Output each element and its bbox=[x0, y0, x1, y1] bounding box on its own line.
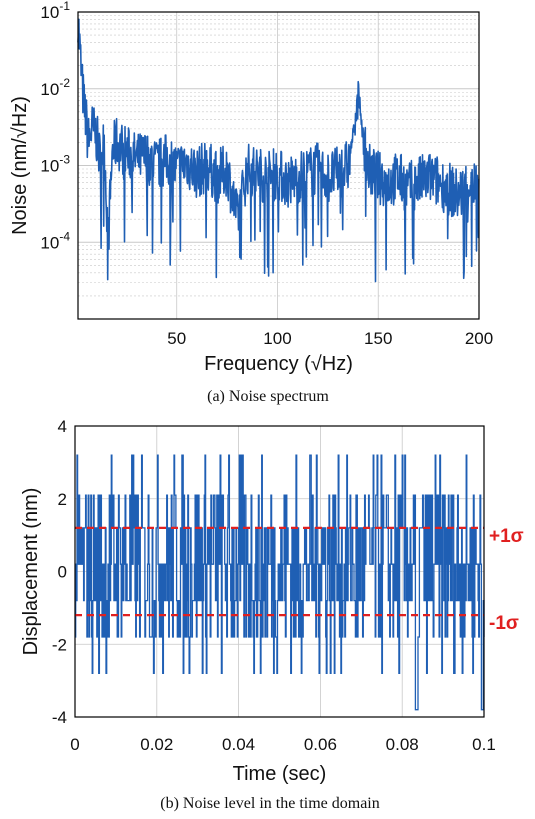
noise-spectrum-line bbox=[77, 18, 480, 283]
y-tick-label: 2 bbox=[58, 490, 67, 509]
x-tick-label: 50 bbox=[167, 329, 186, 348]
plot-frame bbox=[77, 11, 480, 320]
tick-labels: 50 100 150 200 10-1 10-2 10-3 10-4 bbox=[40, 0, 493, 348]
y-tick-label: 4 bbox=[58, 417, 67, 436]
displacement-line bbox=[75, 454, 485, 711]
sigma-label: -1σ bbox=[489, 613, 519, 634]
x-tick-label: 100 bbox=[263, 329, 291, 348]
x-tick-label: 0.08 bbox=[386, 735, 419, 754]
caption: (a) Noise spectrum bbox=[207, 388, 329, 405]
sigma-lines: +1σ -1σ bbox=[75, 526, 524, 634]
y-tick-label: 10-4 bbox=[40, 229, 70, 252]
x-tick-label: 0.04 bbox=[222, 735, 255, 754]
x-tick-label: 0 bbox=[70, 735, 79, 754]
x-axis-label: Frequency (√Hz) bbox=[204, 353, 353, 375]
x-tick-label: 150 bbox=[364, 329, 392, 348]
y-tick-label: 10-2 bbox=[40, 76, 70, 99]
caption: (b) Noise level in the time domain bbox=[160, 795, 380, 812]
y-axis-label: Noise (nm/√Hz) bbox=[9, 96, 31, 235]
y-tick-label: -2 bbox=[52, 635, 67, 654]
time-domain-chart: +1σ -1σ 0 0.02 0.04 0.06 0.08 0.1 4 2 0 -2 -4 Time … bbox=[20, 417, 524, 812]
plot-frame bbox=[74, 425, 485, 718]
x-tick-label: 200 bbox=[465, 329, 493, 348]
x-tick-label: 0.02 bbox=[140, 735, 173, 754]
y-tick-label: 10-3 bbox=[40, 153, 70, 176]
y-tick-label: 0 bbox=[58, 563, 67, 582]
x-axis-label: Time (sec) bbox=[233, 763, 327, 785]
y-axis-label: Displacement (nm) bbox=[20, 488, 42, 656]
x-tick-label: 0.1 bbox=[472, 735, 496, 754]
y-tick-label: -4 bbox=[52, 708, 67, 727]
noise-spectrum-chart: 50 100 150 200 10-1 10-2 10-3 10-4 Frequency (√… bbox=[9, 0, 493, 405]
tick-labels: 0 0.02 0.04 0.06 0.08 0.1 4 2 0 -2 -4 bbox=[52, 417, 496, 754]
y-tick-label: 10-1 bbox=[40, 0, 70, 22]
x-tick-label: 0.06 bbox=[304, 735, 337, 754]
sigma-label: +1σ bbox=[489, 526, 524, 547]
